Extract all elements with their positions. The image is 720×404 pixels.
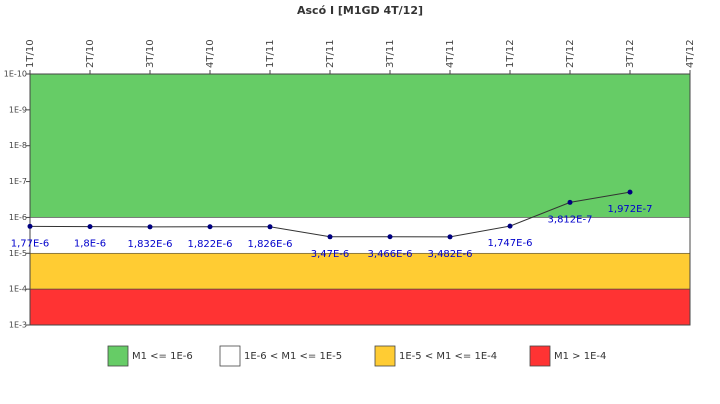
y-tick-label: 1E-3	[9, 321, 27, 330]
data-label: 3,812E-7	[548, 214, 593, 225]
data-point	[567, 199, 573, 205]
data-label: 1,77E-6	[11, 238, 50, 249]
data-point	[387, 234, 393, 240]
x-tick-label: 4T/11	[445, 39, 456, 68]
legend-label: M1 > 1E-4	[554, 351, 606, 362]
y-tick-label: 1E-6	[9, 213, 27, 222]
y-tick-label: 1E-7	[9, 177, 27, 186]
y-tick-label: 1E-9	[9, 105, 27, 114]
band	[29, 252, 691, 290]
x-tick-label: 4T/10	[205, 39, 216, 68]
data-label: 3,466E-6	[368, 249, 413, 260]
data-point	[87, 224, 93, 230]
data-point	[627, 189, 633, 195]
band	[29, 288, 691, 326]
x-tick-label: 2T/11	[325, 39, 336, 68]
data-point	[207, 224, 213, 230]
x-tick-label: 2T/12	[565, 39, 576, 68]
x-tick-label: 4T/12	[685, 39, 696, 68]
data-point	[507, 223, 513, 229]
band	[29, 217, 691, 254]
y-tick-label: 1E-10	[4, 70, 27, 79]
chart-title: Ascó I [M1GD 4T/12]	[297, 4, 423, 17]
x-tick-label: 3T/10	[145, 39, 156, 68]
x-tick-label: 1T/10	[25, 39, 36, 68]
y-tick-label: 1E-4	[9, 285, 27, 294]
legend-swatch	[529, 345, 551, 367]
data-point	[267, 224, 273, 230]
data-point	[147, 224, 153, 230]
x-tick-label: 3T/12	[625, 39, 636, 68]
data-point	[327, 234, 333, 240]
legend-swatch	[107, 345, 129, 367]
y-tick-label: 1E-5	[9, 249, 27, 258]
plot-border	[29, 73, 691, 326]
legend-label: 1E-6 < M1 <= 1E-5	[244, 351, 342, 362]
data-label: 1,822E-6	[188, 239, 233, 250]
data-label: 1,747E-6	[488, 238, 533, 249]
x-tick-label: 3T/11	[385, 39, 396, 68]
x-tick-label: 1T/11	[265, 39, 276, 68]
legend-label: M1 <= 1E-6	[132, 351, 193, 362]
band	[29, 73, 691, 218]
data-point	[447, 234, 453, 240]
data-point	[27, 223, 33, 229]
data-label: 3,482E-6	[428, 249, 473, 260]
data-label: 3,47E-6	[311, 249, 350, 260]
y-tick-label: 1E-8	[9, 141, 27, 150]
data-label: 1,972E-7	[608, 204, 653, 215]
legend-swatch	[374, 345, 396, 367]
legend-swatch	[219, 345, 241, 367]
data-label: 1,832E-6	[128, 239, 173, 250]
x-tick-label: 2T/10	[85, 39, 96, 68]
x-tick-label: 1T/12	[505, 39, 516, 68]
legend-label: 1E-5 < M1 <= 1E-4	[399, 351, 497, 362]
data-label: 1,826E-6	[248, 239, 293, 250]
data-label: 1,8E-6	[74, 239, 106, 250]
